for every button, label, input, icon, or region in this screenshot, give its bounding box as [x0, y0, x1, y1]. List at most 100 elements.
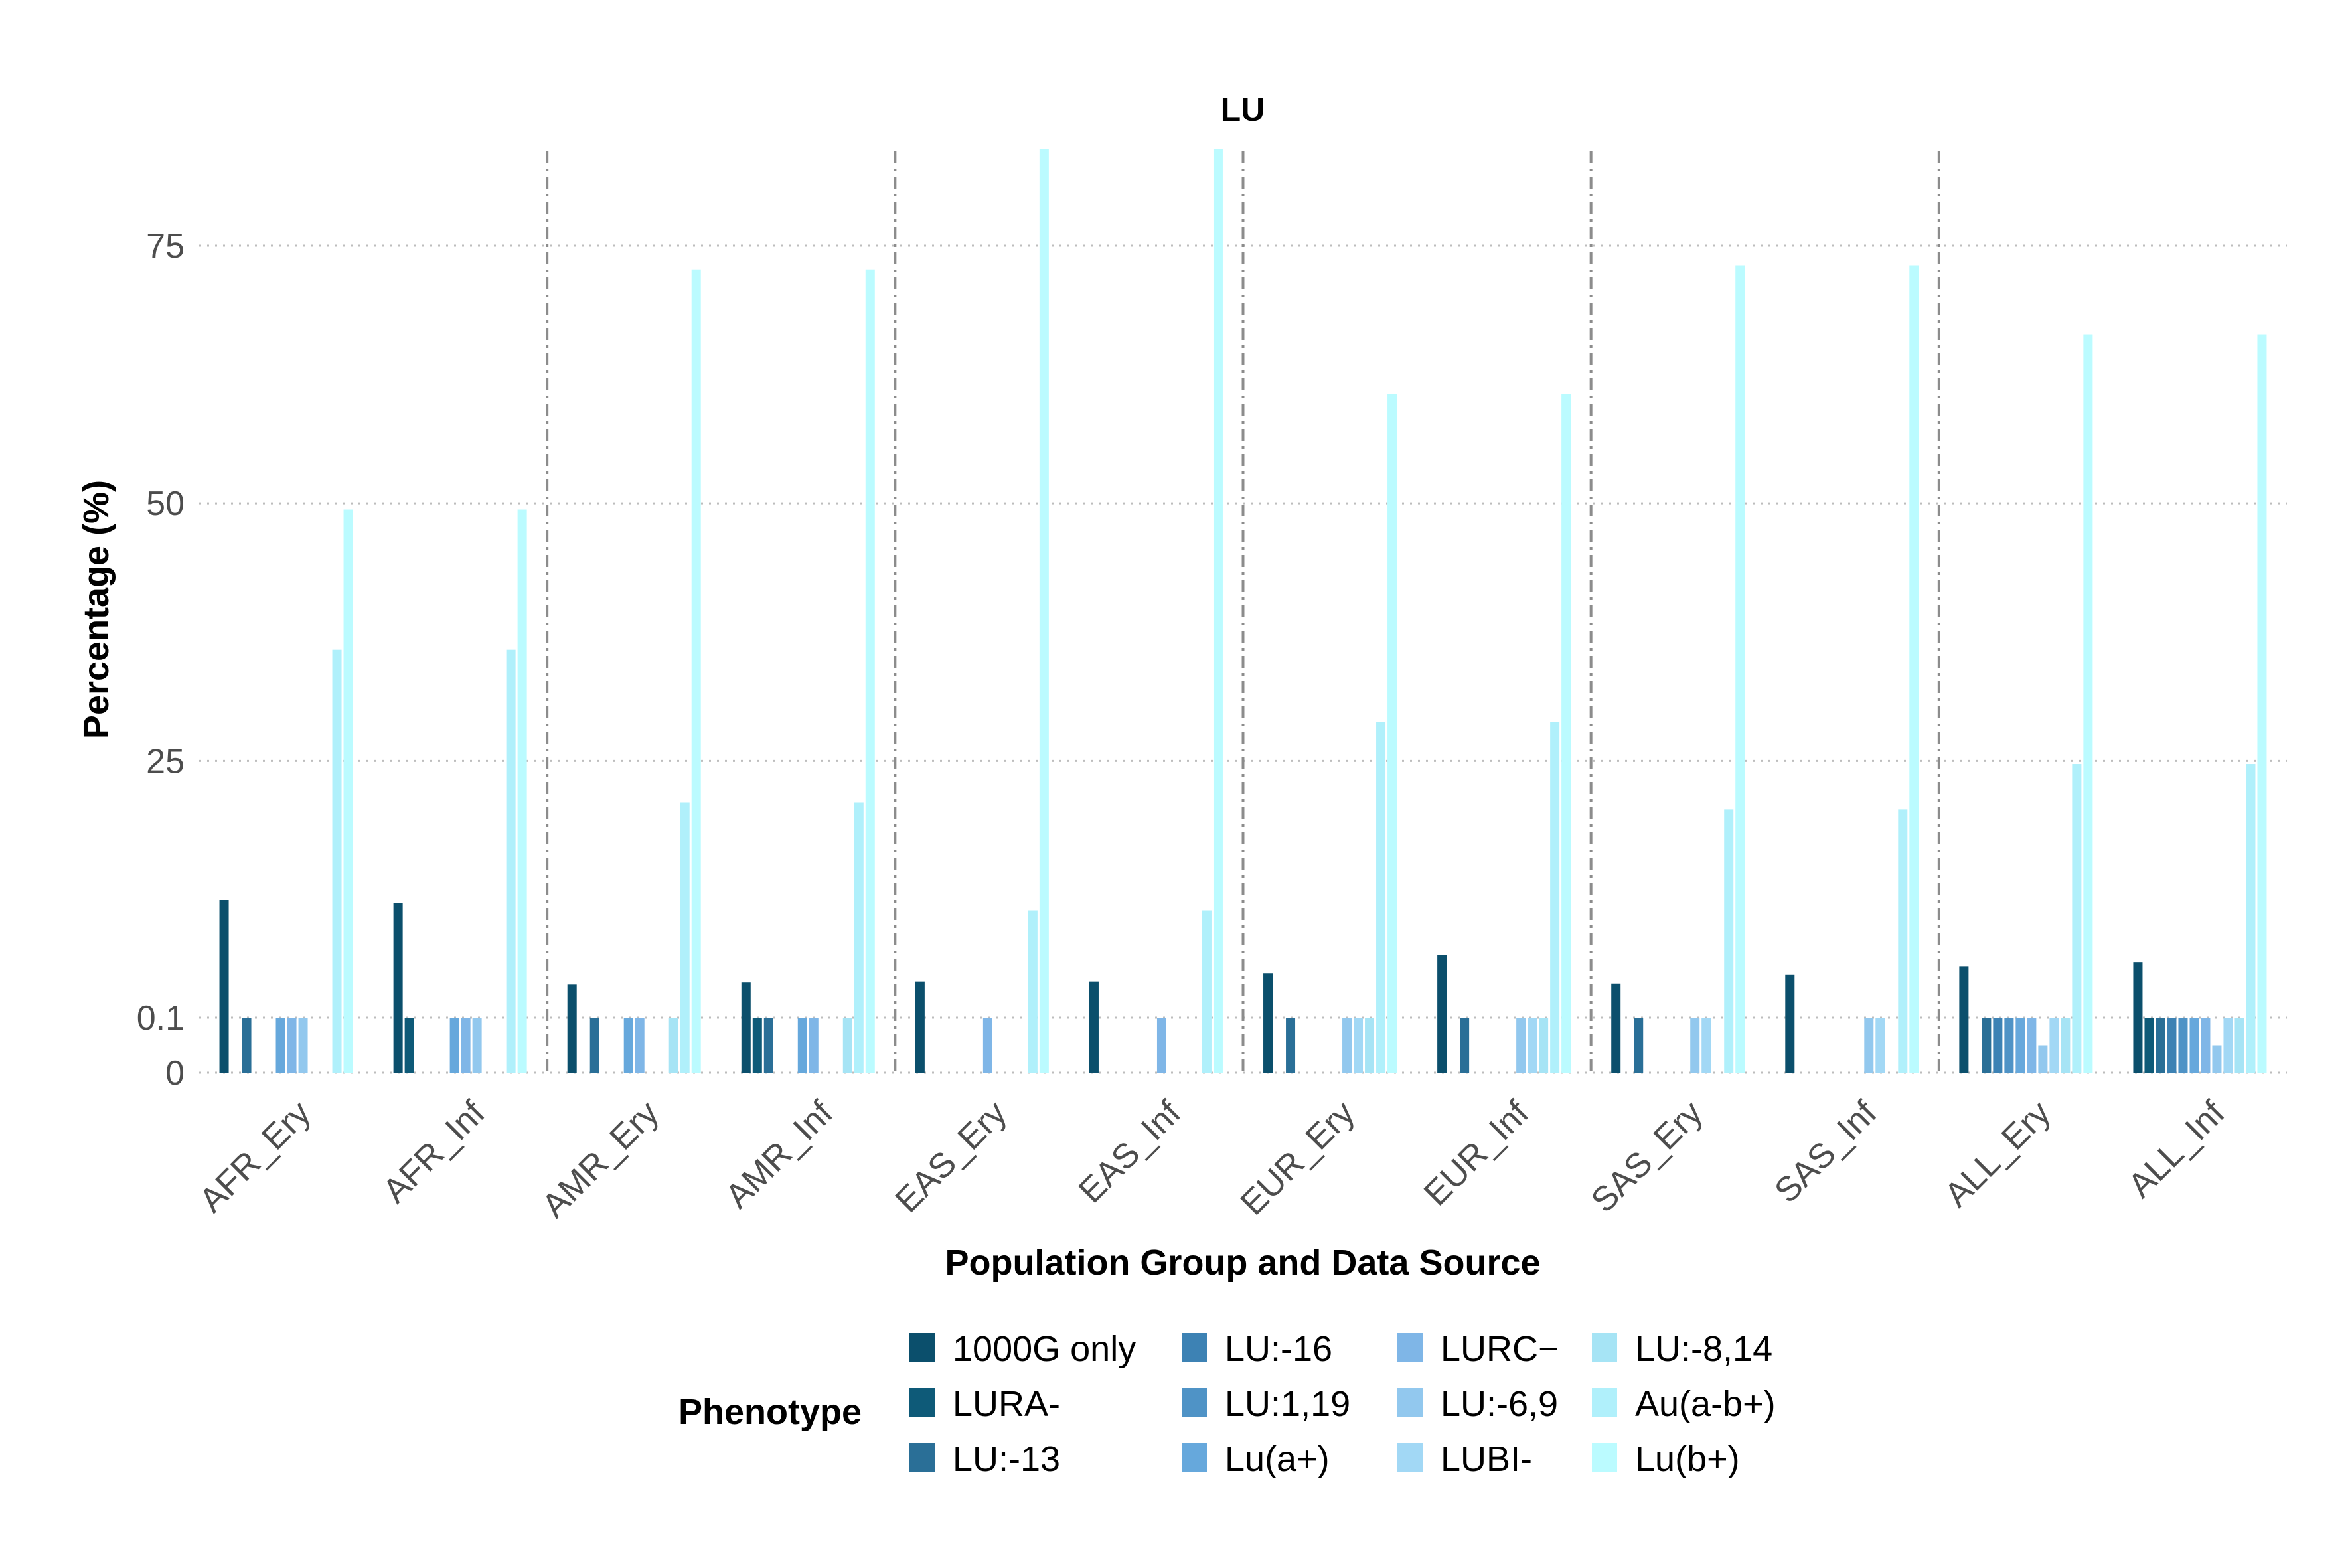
legend-swatch — [1592, 1388, 1617, 1417]
legend-swatch — [1182, 1443, 1207, 1472]
bar — [1561, 394, 1571, 1073]
bar — [752, 1018, 762, 1073]
legend-swatch — [909, 1333, 935, 1362]
y-tick-label: 25 — [146, 742, 185, 781]
bar — [1354, 1018, 1364, 1073]
y-tick-label: 0.1 — [137, 999, 185, 1038]
x-tick-label: AMR_Inf — [718, 1093, 840, 1215]
legend-swatch — [1182, 1333, 1207, 1362]
bar — [1701, 1018, 1711, 1073]
bar — [680, 802, 690, 1073]
legend-label: LU:-6,9 — [1441, 1384, 1558, 1424]
bar — [2004, 1018, 2014, 1073]
bar — [623, 1018, 633, 1073]
bar — [865, 269, 875, 1073]
legend-label: LU:-13 — [953, 1439, 1060, 1479]
bar — [2038, 1045, 2048, 1073]
bar — [1993, 1018, 2003, 1073]
legend-label: Lu(b+) — [1635, 1439, 1740, 1479]
bar — [2178, 1018, 2188, 1073]
x-tick-label: SAS_Inf — [1767, 1093, 1884, 1210]
x-tick-label: SAS_Ery — [1584, 1093, 1710, 1219]
bar — [915, 981, 925, 1073]
x-tick-label: EAS_Ery — [888, 1093, 1014, 1219]
bar — [2223, 1018, 2233, 1073]
bar — [2144, 1018, 2154, 1073]
legend-label: 1000G only — [953, 1329, 1136, 1369]
bar — [1634, 1018, 1644, 1073]
y-axis-ticks: 0 0.1 25 50 75 — [137, 227, 185, 1093]
bar — [1028, 910, 1038, 1073]
bar — [1690, 1018, 1700, 1073]
bar — [2156, 1018, 2165, 1073]
bar — [332, 649, 342, 1073]
x-tick-label: EUR_Inf — [1417, 1093, 1536, 1213]
legend-swatch — [1397, 1443, 1423, 1472]
legend-swatch — [1397, 1388, 1423, 1417]
x-tick-label: ALL_Ery — [1937, 1093, 2058, 1214]
legend-swatch — [1592, 1443, 1617, 1472]
bar — [854, 802, 864, 1073]
bar — [472, 1018, 482, 1073]
bar — [1156, 1018, 1166, 1073]
legend-swatch — [1397, 1333, 1423, 1362]
chart-title: LU — [1221, 91, 1265, 128]
bar — [668, 1018, 678, 1073]
bar — [691, 269, 701, 1073]
bar — [2015, 1018, 2025, 1073]
x-tick-label: EAS_Inf — [1071, 1093, 1188, 1210]
bar — [275, 1018, 285, 1073]
bar — [1909, 265, 1919, 1073]
legend-swatch — [909, 1388, 935, 1417]
bar — [763, 1018, 773, 1073]
bar — [404, 1018, 414, 1073]
y-tick-label: 0 — [165, 1054, 185, 1093]
bar — [1213, 149, 1223, 1073]
x-tick-label: AFR_Ery — [192, 1093, 318, 1219]
bar — [517, 509, 527, 1073]
bar — [1460, 1018, 1470, 1073]
bar — [1516, 1018, 1526, 1073]
bar — [1376, 722, 1386, 1073]
bar — [1365, 1018, 1375, 1073]
x-axis-title: Population Group and Data Source — [945, 1243, 1540, 1283]
bar — [461, 1018, 471, 1073]
y-tick-label: 50 — [146, 485, 185, 523]
legend-label: Lu(a+) — [1225, 1439, 1330, 1479]
bar — [741, 982, 751, 1073]
x-tick-label: EUR_Ery — [1233, 1093, 1362, 1222]
legend-label: Au(a-b+) — [1635, 1384, 1776, 1424]
bar — [2027, 1018, 2037, 1073]
bar — [1864, 1018, 1874, 1073]
bar — [1387, 394, 1397, 1073]
x-tick-label: AMR_Ery — [534, 1093, 666, 1225]
bar — [1875, 1018, 1885, 1073]
legend-title: Phenotype — [678, 1392, 862, 1432]
bar — [1959, 966, 1969, 1073]
bar — [393, 903, 403, 1073]
y-tick-label: 75 — [146, 227, 185, 266]
bar — [982, 1018, 992, 1073]
bar — [1263, 973, 1273, 1073]
bar — [1089, 981, 1099, 1073]
bar — [1724, 809, 1734, 1073]
y-axis-title: Percentage (%) — [76, 480, 116, 739]
x-tick-label: ALL_Inf — [2121, 1093, 2233, 1205]
bar — [343, 509, 353, 1073]
bar — [2201, 1018, 2211, 1073]
legend-swatch — [1592, 1333, 1617, 1362]
bar — [1202, 910, 1212, 1073]
bar — [1286, 1018, 1296, 1073]
bar — [1550, 722, 1560, 1073]
legend: 1000G only LURA- LU:-13 LU:-16 LU:1,19 Lu(a+)… — [909, 1329, 1776, 1479]
bar — [1539, 1018, 1549, 1073]
legend-label: LU:1,19 — [1225, 1384, 1350, 1424]
bar — [1611, 983, 1621, 1073]
bar — [2246, 764, 2256, 1073]
bar — [219, 900, 229, 1073]
bar — [2083, 334, 2093, 1073]
bar — [809, 1018, 819, 1073]
legend-label: LUBI- — [1441, 1439, 1532, 1479]
legend-swatch — [1182, 1388, 1207, 1417]
